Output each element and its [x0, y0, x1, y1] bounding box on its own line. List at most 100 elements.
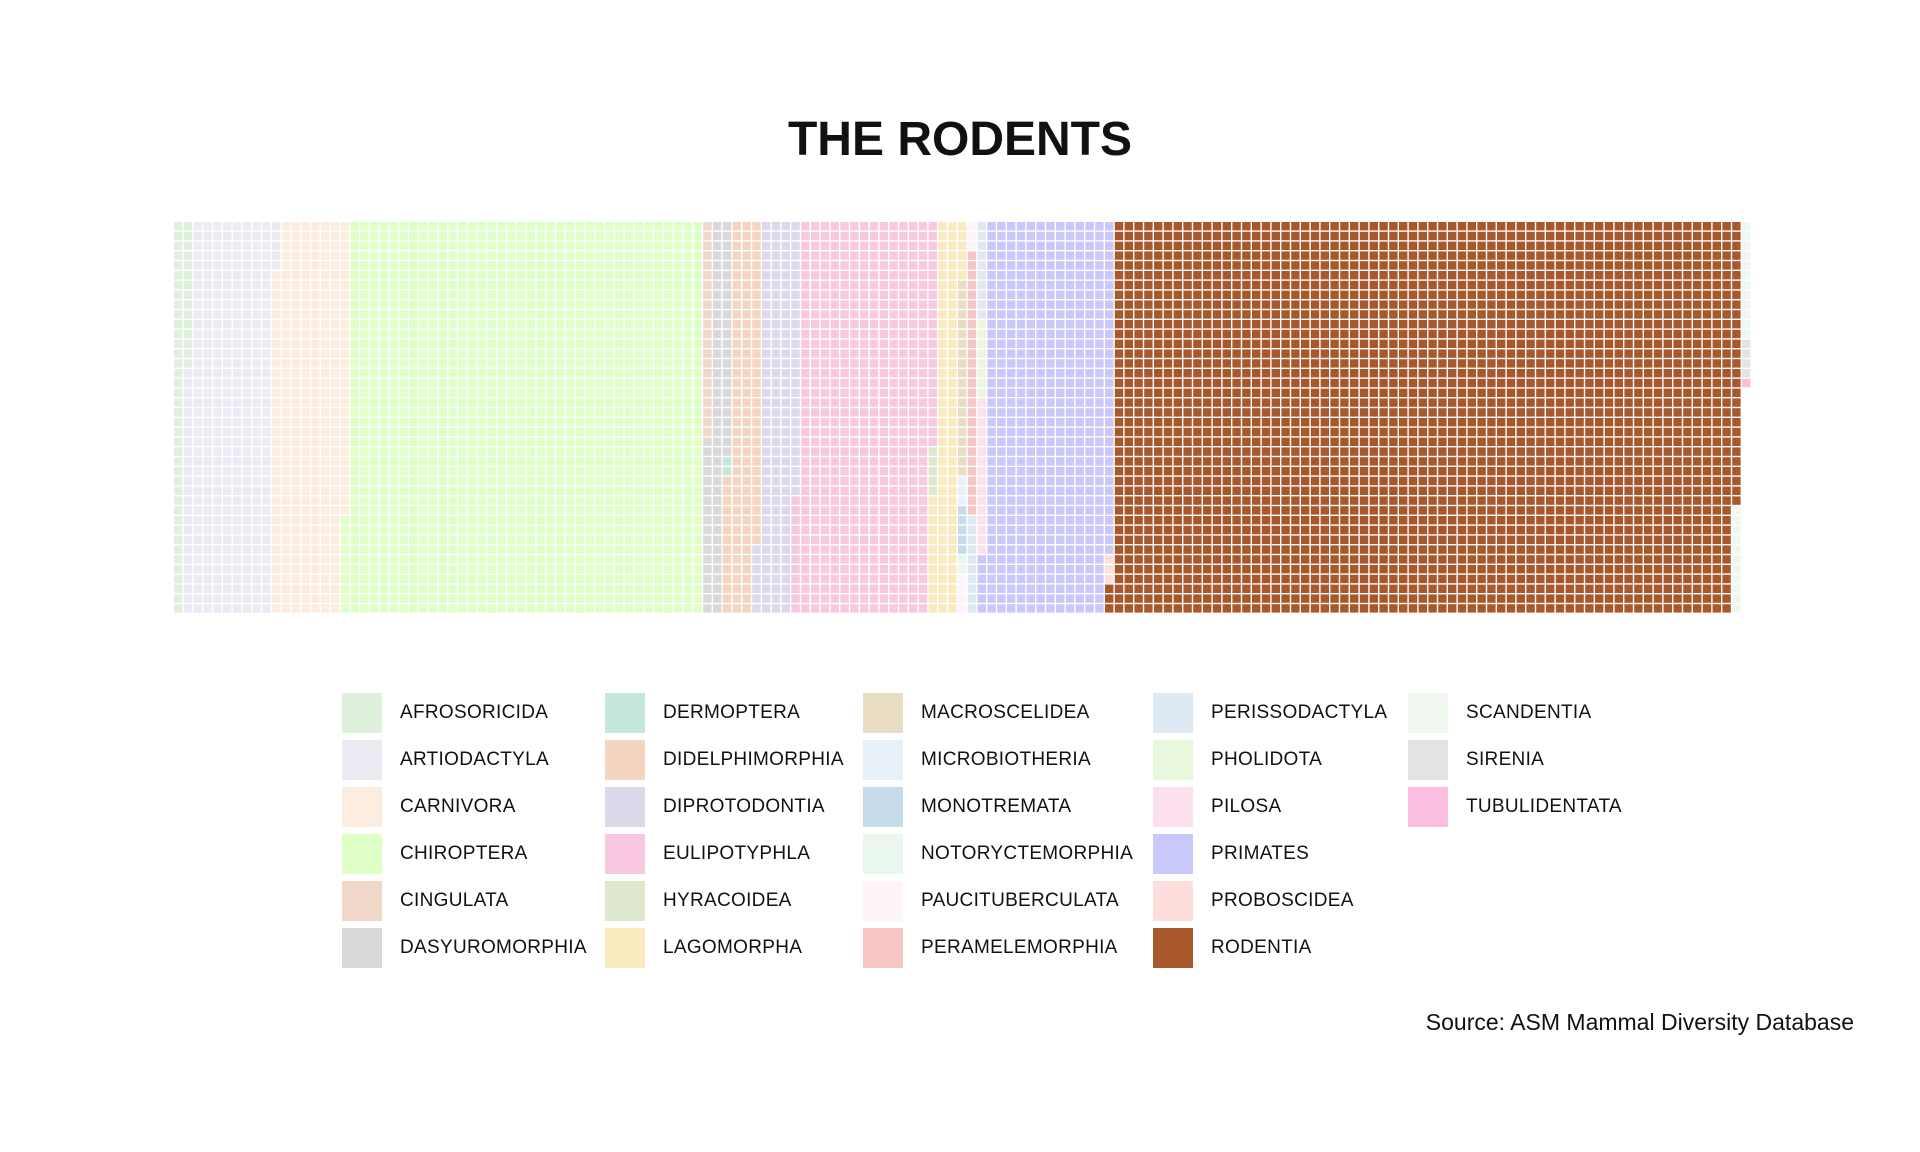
waffle-cell-chiroptera — [605, 251, 614, 260]
waffle-cell-diprotodontia — [781, 516, 790, 525]
waffle-cell-eulipotyphla — [869, 398, 879, 407]
waffle-cell-primates — [1026, 329, 1035, 339]
waffle-cell-eulipotyphla — [840, 290, 849, 299]
waffle-cell-chiroptera — [664, 388, 673, 397]
waffle-cell-chiroptera — [497, 506, 506, 515]
waffle-cell-lagomorpha — [938, 594, 947, 603]
waffle-cell-chiroptera — [448, 427, 457, 437]
waffle-cell-chiroptera — [389, 418, 398, 427]
waffle-cell-chiroptera — [556, 535, 565, 544]
waffle-cell-diprotodontia — [791, 418, 800, 427]
waffle-cell-diprotodontia — [762, 457, 771, 466]
waffle-cell-chiroptera — [624, 584, 634, 593]
waffle-cell-artiodactyla — [213, 261, 222, 270]
waffle-cell-diprotodontia — [781, 271, 790, 280]
waffle-cell-chiroptera — [585, 300, 594, 309]
waffle-cell-primates — [1095, 408, 1104, 417]
waffle-cell-chiroptera — [566, 447, 575, 456]
waffle-cell-chiroptera — [370, 535, 379, 544]
waffle-cell-eulipotyphla — [850, 447, 859, 456]
waffle-cell-artiodactyla — [193, 280, 202, 290]
waffle-cell-rodentia — [1193, 427, 1202, 437]
waffle-cell-perissodactyla — [977, 261, 986, 270]
waffle-cell-chiroptera — [546, 310, 555, 319]
waffle-cell-artiodactyla — [223, 398, 232, 407]
waffle-cell-rodentia — [1330, 339, 1339, 348]
waffle-cell-eulipotyphla — [889, 565, 898, 574]
waffle-cell-chiroptera — [360, 280, 369, 290]
waffle-cell-carnivora — [272, 467, 281, 476]
waffle-cell-didelphimorphia — [732, 222, 741, 231]
waffle-cell-chiroptera — [644, 378, 653, 388]
waffle-cell-rodentia — [1261, 388, 1271, 397]
waffle-cell-rodentia — [1340, 418, 1349, 427]
waffle-cell-primates — [1075, 525, 1084, 535]
waffle-cell-eulipotyphla — [820, 369, 830, 378]
waffle-cell-eulipotyphla — [860, 369, 869, 378]
waffle-cell-artiodactyla — [242, 320, 251, 329]
waffle-cell-rodentia — [1193, 476, 1202, 486]
waffle-cell-rodentia — [1310, 329, 1320, 339]
waffle-cell-macroscelidea — [958, 427, 967, 437]
waffle-cell-diprotodontia — [762, 516, 771, 525]
waffle-cell-chiroptera — [389, 290, 398, 299]
waffle-cell-chiroptera — [536, 476, 545, 486]
waffle-cell-primates — [987, 545, 996, 554]
waffle-cell-rodentia — [1232, 231, 1241, 241]
waffle-cell-rodentia — [1271, 231, 1280, 241]
waffle-cell-chiroptera — [526, 241, 536, 250]
waffle-cell-eulipotyphla — [801, 447, 810, 456]
waffle-cell-chiroptera — [468, 545, 477, 554]
waffle-cell-primates — [1065, 476, 1075, 486]
waffle-cell-lagomorpha — [938, 447, 947, 456]
waffle-cell-artiodactyla — [272, 241, 281, 250]
waffle-cell-chiroptera — [448, 339, 457, 348]
waffle-cell-diprotodontia — [762, 339, 771, 348]
waffle-cell-chiroptera — [419, 496, 428, 505]
waffle-cell-artiodactyla — [193, 261, 202, 270]
waffle-cell-chiroptera — [546, 584, 555, 593]
waffle-cell-artiodactyla — [242, 496, 251, 505]
waffle-cell-chiroptera — [615, 565, 624, 574]
waffle-cell-chiroptera — [585, 574, 594, 584]
waffle-cell-chiroptera — [556, 496, 565, 505]
waffle-cell-primates — [1036, 535, 1045, 544]
waffle-cell-chiroptera — [526, 251, 536, 260]
waffle-cell-rodentia — [1271, 329, 1280, 339]
waffle-cell-rodentia — [1310, 418, 1320, 427]
waffle-cell-chiroptera — [673, 241, 683, 250]
waffle-cell-eulipotyphla — [889, 231, 898, 241]
waffle-cell-chiroptera — [389, 369, 398, 378]
waffle-cell-rodentia — [1340, 369, 1349, 378]
waffle-cell-rodentia — [1320, 437, 1329, 446]
waffle-cell-eulipotyphla — [909, 359, 918, 368]
waffle-cell-carnivora — [330, 506, 340, 515]
waffle-cell-didelphimorphia — [752, 231, 761, 241]
waffle-cell-primates — [1075, 231, 1084, 241]
waffle-cell-eulipotyphla — [899, 359, 908, 368]
waffle-cell-chiroptera — [497, 427, 506, 437]
waffle-cell-rodentia — [1134, 388, 1143, 397]
waffle-cell-eulipotyphla — [850, 565, 859, 574]
waffle-cell-primates — [1105, 535, 1114, 544]
waffle-cell-chiroptera — [654, 447, 663, 456]
waffle-cell-afrosoricida — [174, 261, 183, 270]
waffle-cell-artiodactyla — [193, 574, 202, 584]
waffle-cell-chiroptera — [497, 584, 506, 593]
waffle-cell-primates — [1065, 555, 1075, 564]
waffle-cell-chiroptera — [526, 555, 536, 564]
waffle-cell-eulipotyphla — [869, 467, 879, 476]
waffle-cell-eulipotyphla — [840, 506, 849, 515]
waffle-cell-chiroptera — [644, 222, 653, 231]
waffle-cell-chiroptera — [389, 535, 398, 544]
waffle-cell-chiroptera — [595, 290, 604, 299]
waffle-cell-rodentia — [1212, 378, 1222, 388]
waffle-cell-carnivora — [291, 506, 300, 515]
waffle-cell-rodentia — [1340, 310, 1349, 319]
waffle-cell-carnivora — [340, 447, 349, 456]
waffle-cell-primates — [1105, 271, 1114, 280]
waffle-cell-eulipotyphla — [918, 378, 928, 388]
waffle-cell-chiroptera — [585, 486, 594, 495]
waffle-cell-primates — [1046, 320, 1055, 329]
waffle-cell-eulipotyphla — [879, 418, 888, 427]
